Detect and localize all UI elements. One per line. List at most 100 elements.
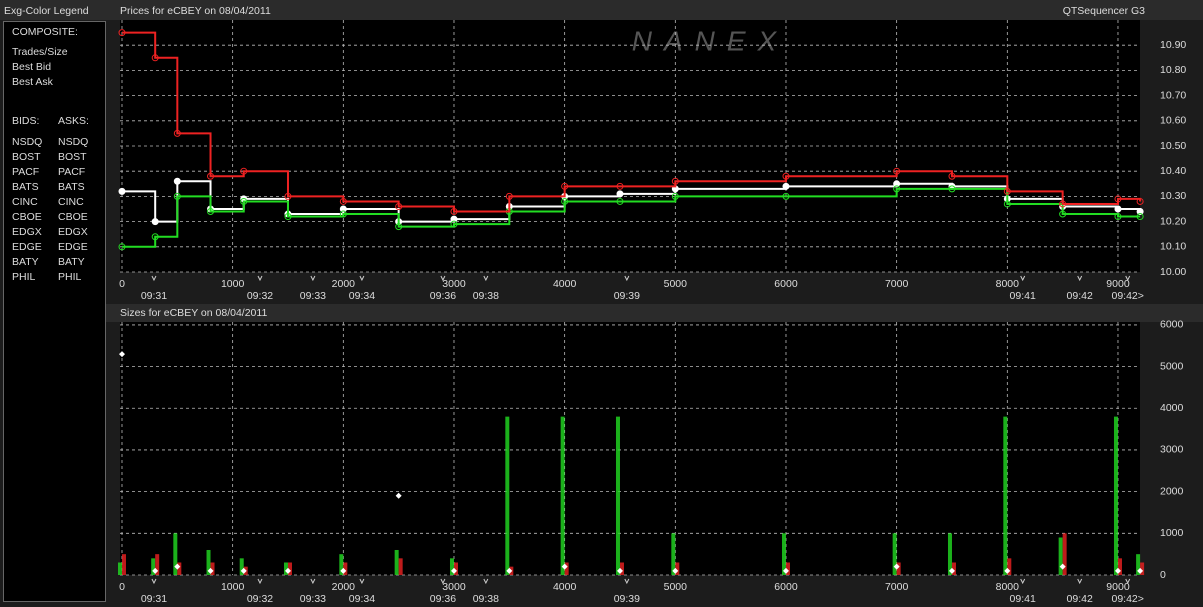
series-point xyxy=(616,182,624,190)
size-bar xyxy=(177,562,182,575)
ask-exchange: EDGX xyxy=(58,226,88,238)
time-tick-label: 09:41 xyxy=(1010,290,1036,302)
series-point xyxy=(948,172,956,180)
series-point xyxy=(118,243,126,251)
x-tick-label: 5000 xyxy=(664,278,688,290)
x-tick-label: 4000 xyxy=(553,278,577,290)
series-point xyxy=(450,220,458,228)
bid-exchange: PHIL xyxy=(12,271,36,283)
bid-exchange: CINC xyxy=(12,196,38,208)
size-bar xyxy=(121,554,126,575)
trade-point xyxy=(284,567,291,574)
ask-exchange: CBOE xyxy=(58,211,88,223)
y-tick-label: 10.60 xyxy=(1160,115,1186,127)
time-tick xyxy=(624,578,630,585)
x-tick-label: 9000 xyxy=(1106,278,1130,290)
series-point xyxy=(671,177,679,185)
bid-exchange: NSDQ xyxy=(12,136,42,148)
trade-point xyxy=(207,567,214,574)
x-tick-label: 6000 xyxy=(774,581,798,593)
time-tick xyxy=(624,275,630,282)
time-tick xyxy=(1077,275,1083,282)
trade-point xyxy=(174,563,181,570)
size-bar xyxy=(155,554,160,575)
size-bar xyxy=(173,533,178,575)
series-point xyxy=(240,167,248,175)
asks-label: ASKS: xyxy=(58,115,89,127)
size-bar xyxy=(896,562,901,575)
time-tick xyxy=(310,275,316,282)
time-tick xyxy=(151,275,157,282)
y-tick-label: 1000 xyxy=(1160,527,1184,539)
series-point xyxy=(450,215,458,223)
ask-exchange: PHIL xyxy=(58,271,82,283)
series-point xyxy=(151,218,159,226)
size-bar xyxy=(615,416,620,575)
time-tick xyxy=(1125,275,1131,282)
size-bar xyxy=(453,562,458,575)
time-tick xyxy=(440,275,446,282)
series-point xyxy=(450,208,458,216)
time-tick xyxy=(310,578,316,585)
x-tick-label: 0 xyxy=(119,581,125,593)
size-bar xyxy=(505,416,510,575)
y-tick-label: 10.50 xyxy=(1160,140,1186,152)
time-tick-label: 09:33 xyxy=(300,593,326,605)
x-tick-label: 7000 xyxy=(885,581,909,593)
ask-exchange: CINC xyxy=(58,196,84,208)
series-point xyxy=(1114,213,1122,221)
x-tick-label: 9000 xyxy=(1106,581,1130,593)
time-tick-label: 09:41 xyxy=(1010,593,1036,605)
series-point xyxy=(616,190,624,198)
size-bar xyxy=(394,549,399,575)
series-point xyxy=(782,182,790,190)
x-tick-label: 2000 xyxy=(332,278,356,290)
series-point xyxy=(173,192,181,200)
ask-exchange: NSDQ xyxy=(58,136,88,148)
trade-point xyxy=(340,567,347,574)
size-bar xyxy=(951,562,956,575)
series-point xyxy=(505,192,513,200)
series-point xyxy=(948,185,956,193)
time-tick-label: 09:38 xyxy=(473,593,499,605)
series-point xyxy=(782,172,790,180)
x-tick-label: 4000 xyxy=(553,581,577,593)
series-point xyxy=(151,54,159,62)
x-tick-label: 0 xyxy=(119,278,125,290)
series-point xyxy=(284,213,292,221)
series-point xyxy=(339,205,347,213)
time-tick-label: 09:32 xyxy=(247,290,273,302)
app-name: QTSequencer G3 xyxy=(1063,5,1145,17)
size-bar xyxy=(117,562,122,575)
trade-point xyxy=(1114,567,1121,574)
y-tick-label: 10.30 xyxy=(1160,190,1186,202)
size-bar xyxy=(151,558,156,575)
time-tick xyxy=(1020,275,1026,282)
series-point xyxy=(1003,200,1011,208)
y-tick-label: 3000 xyxy=(1160,444,1184,456)
trade-point xyxy=(152,567,159,574)
watermark: NANEX xyxy=(632,25,788,56)
time-tick-label: 09:36 xyxy=(430,290,456,302)
size-bar xyxy=(560,416,565,575)
time-tick-label: 09:32 xyxy=(247,593,273,605)
x-tick-label: 3000 xyxy=(442,581,466,593)
size-bar xyxy=(449,558,454,575)
time-tick xyxy=(359,578,365,585)
series-point xyxy=(284,192,292,200)
time-tick xyxy=(151,578,157,585)
time-tick xyxy=(257,578,263,585)
size-bar xyxy=(671,533,676,575)
size-bar xyxy=(283,562,288,575)
time-tick-label: 09:33 xyxy=(300,290,326,302)
time-tick xyxy=(1125,578,1131,585)
series-point xyxy=(893,185,901,193)
trade-point xyxy=(616,567,623,574)
ask-exchange: PACF xyxy=(58,166,85,178)
time-tick-label: 09:42 xyxy=(1067,593,1093,605)
series-point xyxy=(118,29,126,37)
size-bar xyxy=(1007,558,1012,575)
y-tick-label: 10.10 xyxy=(1160,241,1186,253)
x-tick-label: 8000 xyxy=(996,278,1020,290)
